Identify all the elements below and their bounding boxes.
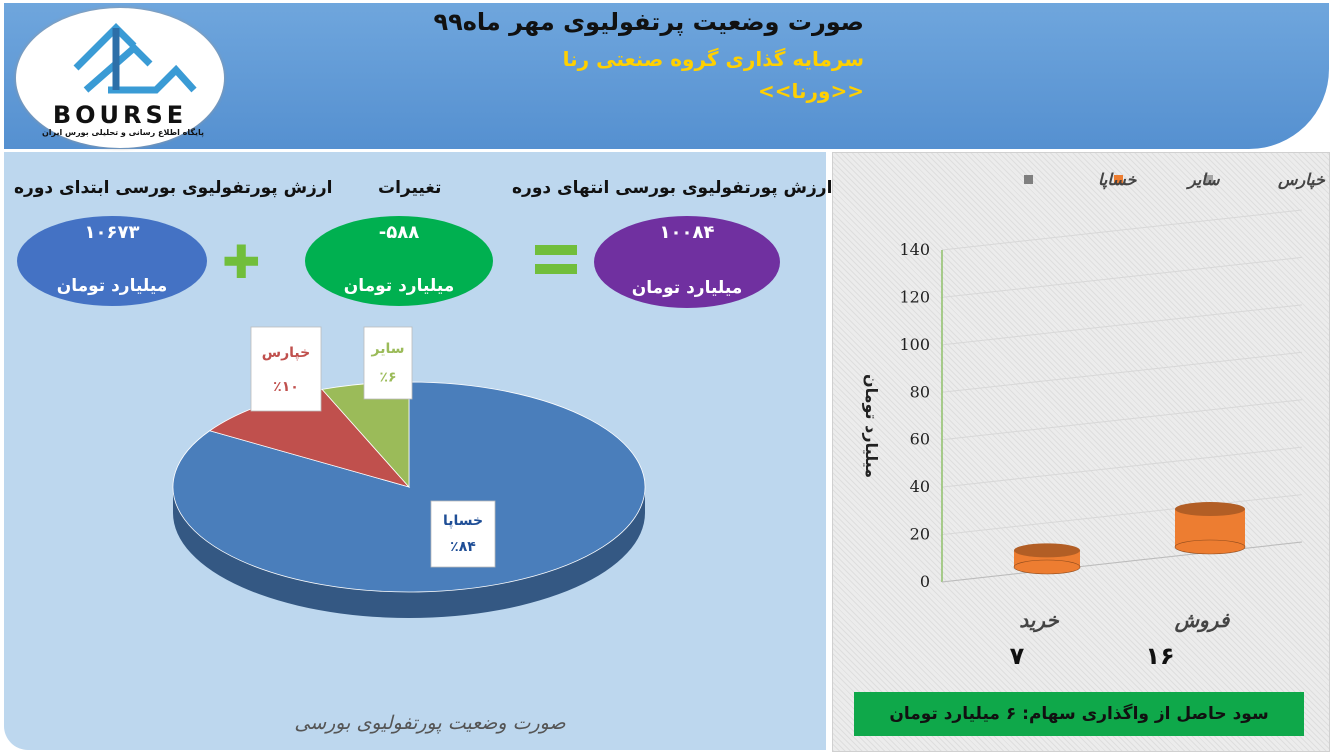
portfolio-caption: صورت وضعیت پورتفولیوی بورسی [294, 712, 566, 734]
y-tick-label: 40 [910, 477, 930, 496]
profit-note: سود حاصل از واگذاری سهام: ۶ میلیارد توما… [854, 692, 1304, 736]
pie-label-name: خپارس [262, 345, 310, 361]
gridline [941, 209, 1303, 251]
y-tick-label: 0 [920, 572, 930, 591]
y-tick-label: 120 [899, 287, 930, 306]
start-value: ۱۰۶۷۳ [84, 222, 140, 243]
pie-label-box [363, 326, 413, 400]
x-category-label: خرید [1019, 608, 1059, 633]
gridline [941, 494, 1303, 536]
y-tick-label: 140 [899, 240, 930, 259]
pie-label-1: خپارس ٪۱۰ [250, 326, 322, 412]
start-value-oval: ۱۰۶۷۳ میلیارد تومان [17, 216, 207, 306]
bar-1-1 [1174, 502, 1246, 555]
y-axis-label: میلیارد تومان [862, 374, 881, 478]
equals-icon [535, 245, 577, 255]
page-title: صورت وضعیت پرتفولیوی مهر ماه۹۹ [433, 8, 864, 36]
logo-mark-icon [73, 23, 197, 94]
bourse-logo: BOURSE پایگاه اطلاع رسانی و تحلیلی بورس … [16, 8, 224, 148]
legend-swatch [1204, 175, 1213, 184]
gridlines [941, 209, 1303, 583]
trades-panel [832, 152, 1330, 752]
portfolio-pie-chart: خساپا ٪۸۴ خپارس ٪۱۰ سایر ٪۶ [172, 326, 646, 618]
y-tick-label: 60 [910, 430, 930, 449]
gridline [941, 304, 1303, 346]
legend-swatch [1114, 175, 1123, 184]
bar-bottom-rim [1013, 559, 1081, 575]
plus-icon: ✚ [222, 235, 261, 289]
pie-label-box [250, 326, 322, 412]
gridline [941, 256, 1303, 298]
pie-label-value: ٪۶ [379, 370, 396, 386]
legend-swatch [1024, 175, 1033, 184]
change-label: تغییرات [378, 178, 442, 198]
start-value-label: ارزش پورتفولیوی بورسی ابتدای دوره [14, 178, 333, 198]
gridline [941, 399, 1303, 441]
header-banner: صورت وضعیت پرتفولیوی مهر ماه۹۹ سرمایه گذ… [4, 3, 1329, 149]
logo-wordmark: BOURSE [52, 101, 188, 129]
legend: خپارس سایر خساپا [1024, 170, 1326, 190]
pie-label-name: سایر [371, 341, 405, 357]
bar-top [1175, 502, 1245, 517]
change-oval: -۵۸۸ میلیارد تومان [305, 216, 493, 306]
legend-item-0: خپارس [1204, 170, 1326, 190]
legend-label: سایر [1185, 170, 1220, 190]
pie-label-box [430, 500, 496, 568]
bar-body [1175, 509, 1245, 554]
logo-tagline: پایگاه اطلاع رسانی و تحلیلی بورس ایران [41, 128, 205, 137]
y-tick-label: 100 [899, 335, 930, 354]
gridline [941, 351, 1303, 393]
legend-item-1: سایر [1114, 170, 1220, 190]
end-value: ۱۰۰۸۴ [659, 222, 715, 243]
pie-label-0: خساپا ٪۸۴ [430, 500, 496, 568]
pie-side [173, 487, 645, 618]
bar-0-1 [1013, 543, 1081, 575]
x-category-total: ۷ [1010, 642, 1025, 670]
legend-label: خساپا [1098, 170, 1137, 190]
y-tick-label: 80 [910, 382, 930, 401]
ticker-symbol: <<ورنا>> [758, 79, 864, 103]
change-value: -۵۸۸ [378, 222, 420, 243]
pie-label-2: سایر ٪۶ [363, 326, 413, 400]
bar-top [1014, 543, 1080, 558]
pie-slice-side-0 [173, 487, 645, 618]
pie-label-value: ٪۱۰ [273, 379, 299, 395]
floor-line [941, 541, 1303, 583]
bar-bottom-rim [1174, 539, 1246, 555]
change-unit: میلیارد تومان [343, 276, 455, 296]
start-unit: میلیارد تومان [56, 276, 168, 296]
legend-label: خپارس [1277, 170, 1326, 190]
pie-label-name: خساپا [443, 513, 483, 529]
gridline [941, 446, 1303, 488]
company-subtitle: سرمایه گذاری گروه صنعتی رنا [562, 47, 864, 71]
end-unit: میلیارد تومان [631, 278, 743, 298]
equals-icon-bar [535, 264, 577, 274]
pie-label-value: ٪۸۴ [450, 539, 476, 555]
y-tick-label: 20 [910, 525, 930, 544]
trades-bar-chart: خپارس سایر خساپا 0 20 40 60 80 100 120 140 میلیارد … [862, 170, 1326, 670]
end-value-oval: ۱۰۰۸۴ میلیارد تومان [594, 216, 780, 308]
x-category-label: فروش [1174, 608, 1231, 633]
x-category-total: ۱۶ [1145, 642, 1174, 670]
legend-item-2: خساپا [1024, 170, 1137, 190]
end-value-label: ارزش پورتفولیوی بورسی انتهای دوره [512, 178, 833, 198]
